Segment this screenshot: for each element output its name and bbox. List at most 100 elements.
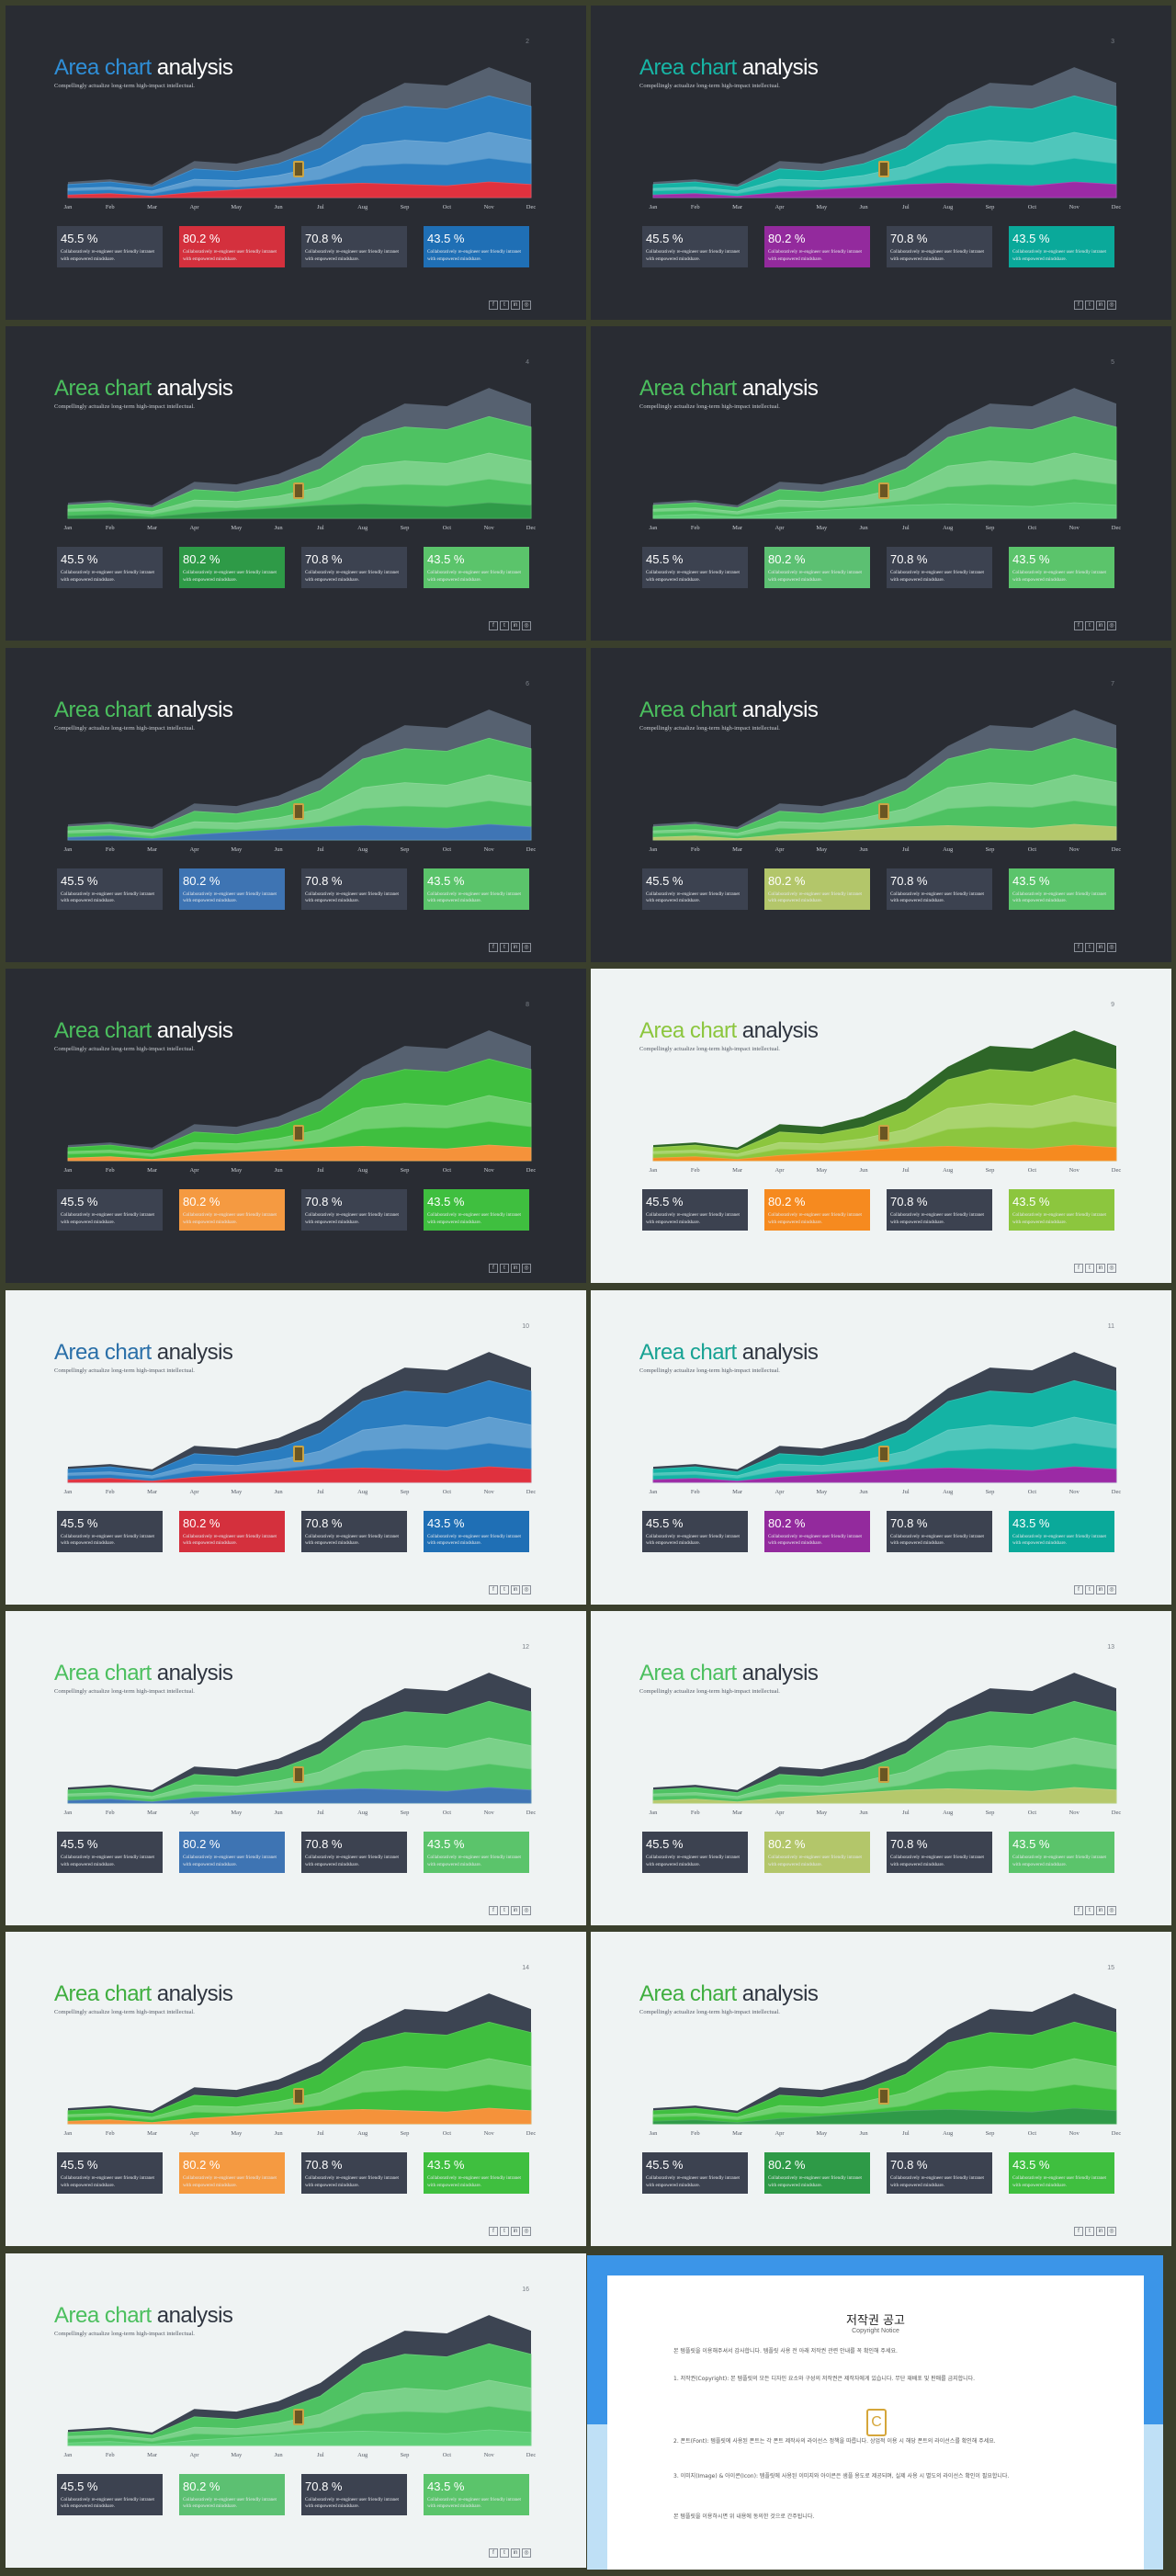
x-tick-label: Nov: [484, 1167, 495, 1174]
twitter-icon[interactable]: t: [1085, 621, 1094, 631]
facebook-icon[interactable]: f: [489, 942, 498, 952]
slide-subtitle: Compellingly actualize long-term high-im…: [639, 1367, 780, 1374]
facebook-icon[interactable]: f: [1074, 301, 1083, 310]
slide-thumbnail[interactable]: 10 Jan Feb Mar Apr May Jun Jul Aug Sep Oct Nov Dec Ar…: [6, 1289, 586, 1605]
page-number: 9: [1111, 1002, 1114, 1009]
instagram-icon[interactable]: ◎: [522, 1906, 531, 1915]
linkedin-icon[interactable]: in: [1096, 1264, 1105, 1274]
slide-title: Area chart analysis: [639, 1340, 819, 1366]
linkedin-icon[interactable]: in: [1096, 301, 1105, 310]
facebook-icon[interactable]: f: [1074, 2227, 1083, 2237]
facebook-icon[interactable]: f: [489, 621, 498, 631]
brand-logo-icon: [878, 482, 889, 499]
twitter-icon[interactable]: t: [1085, 1584, 1094, 1594]
facebook-icon[interactable]: f: [1074, 1906, 1083, 1915]
instagram-icon[interactable]: ◎: [1107, 2227, 1116, 2237]
twitter-icon[interactable]: t: [1085, 1906, 1094, 1915]
linkedin-icon[interactable]: in: [1096, 1906, 1105, 1915]
x-tick-label: Feb: [106, 525, 115, 531]
brand-logo-icon: [293, 161, 304, 178]
twitter-icon[interactable]: t: [1085, 942, 1094, 952]
linkedin-icon[interactable]: in: [511, 2227, 520, 2237]
facebook-icon[interactable]: f: [489, 301, 498, 310]
x-tick-label: Aug: [357, 2130, 368, 2137]
facebook-icon[interactable]: f: [489, 1584, 498, 1594]
stat-card: 43.5 % Collaboratively re-engineer user f…: [1009, 1189, 1114, 1231]
instagram-icon[interactable]: ◎: [522, 301, 531, 310]
x-tick-label: Dec: [1112, 846, 1122, 853]
slide-thumbnail[interactable]: 13 Jan Feb Mar Apr May Jun Jul Aug Sep Oct Nov Dec Ar…: [591, 1611, 1171, 1925]
x-tick-label: Feb: [106, 1489, 115, 1495]
slide-thumbnail[interactable]: 14 Jan Feb Mar Apr May Jun Jul Aug Sep Oct Nov Dec Ar…: [6, 1932, 586, 2247]
facebook-icon[interactable]: f: [1074, 621, 1083, 631]
linkedin-icon[interactable]: in: [511, 301, 520, 310]
twitter-icon[interactable]: t: [500, 1264, 509, 1274]
linkedin-icon[interactable]: in: [511, 1906, 520, 1915]
twitter-icon[interactable]: t: [500, 1906, 509, 1915]
x-tick-label: Jun: [275, 2130, 284, 2137]
stat-description: Collaboratively re-engineer user friendl…: [305, 1533, 399, 1547]
facebook-icon[interactable]: f: [1074, 1264, 1083, 1274]
instagram-icon[interactable]: ◎: [522, 1264, 531, 1274]
facebook-icon[interactable]: f: [489, 1906, 498, 1915]
linkedin-icon[interactable]: in: [511, 2548, 520, 2558]
slide-thumbnail[interactable]: 11 Jan Feb Mar Apr May Jun Jul Aug Sep Oct Nov Dec Ar…: [591, 1289, 1171, 1605]
title-accent: Area chart: [639, 697, 737, 722]
x-tick-label: Oct: [443, 1810, 452, 1816]
slide-thumbnail[interactable]: 3 Jan Feb Mar Apr May Jun Jul Aug Sep Oct Nov Dec Are…: [591, 6, 1171, 320]
twitter-icon[interactable]: t: [500, 301, 509, 310]
linkedin-icon[interactable]: in: [511, 1584, 520, 1594]
instagram-icon[interactable]: ◎: [1107, 621, 1116, 631]
instagram-icon[interactable]: ◎: [522, 942, 531, 952]
slide-thumbnail[interactable]: 16 Jan Feb Mar Apr May Jun Jul Aug Sep Oct Nov Dec Ar…: [6, 2253, 586, 2568]
facebook-icon[interactable]: f: [1074, 1584, 1083, 1594]
linkedin-icon[interactable]: in: [1096, 2227, 1105, 2237]
linkedin-icon[interactable]: in: [511, 942, 520, 952]
stat-value: 45.5 %: [646, 1195, 684, 1209]
linkedin-icon[interactable]: in: [1096, 621, 1105, 631]
slide-subtitle: Compellingly actualize long-term high-im…: [54, 2330, 195, 2337]
slide-thumbnail[interactable]: 5 Jan Feb Mar Apr May Jun Jul Aug Sep Oct Nov Dec Are…: [591, 326, 1171, 641]
twitter-icon[interactable]: t: [1085, 301, 1094, 310]
twitter-icon[interactable]: t: [500, 942, 509, 952]
twitter-icon[interactable]: t: [500, 2227, 509, 2237]
facebook-icon[interactable]: f: [1074, 942, 1083, 952]
slide-thumbnail[interactable]: 4 Jan Feb Mar Apr May Jun Jul Aug Sep Oct Nov Dec Are…: [6, 326, 586, 641]
slide-thumbnail[interactable]: 8 Jan Feb Mar Apr May Jun Jul Aug Sep Oct Nov Dec Are…: [6, 969, 586, 1284]
linkedin-icon[interactable]: in: [511, 621, 520, 631]
slide-thumbnail[interactable]: 15 Jan Feb Mar Apr May Jun Jul Aug Sep Oct Nov Dec Ar…: [591, 1932, 1171, 2247]
twitter-icon[interactable]: t: [500, 2548, 509, 2558]
twitter-icon[interactable]: t: [500, 621, 509, 631]
slide-thumbnail[interactable]: 6 Jan Feb Mar Apr May Jun Jul Aug Sep Oct Nov Dec Are…: [6, 647, 586, 962]
slide-thumbnail[interactable]: 12 Jan Feb Mar Apr May Jun Jul Aug Sep Oct Nov Dec Ar…: [6, 1611, 586, 1925]
instagram-icon[interactable]: ◎: [1107, 1584, 1116, 1594]
linkedin-icon[interactable]: in: [1096, 942, 1105, 952]
slide-thumbnail[interactable]: 7 Jan Feb Mar Apr May Jun Jul Aug Sep Oct Nov Dec Are…: [591, 647, 1171, 962]
linkedin-icon[interactable]: in: [1096, 1584, 1105, 1594]
instagram-icon[interactable]: ◎: [1107, 301, 1116, 310]
instagram-icon[interactable]: ◎: [522, 2227, 531, 2237]
x-tick-label: Jul: [902, 1810, 910, 1816]
stat-value: 45.5 %: [61, 232, 98, 245]
slide-thumbnail[interactable]: 9 Jan Feb Mar Apr May Jun Jul Aug Sep Oct Nov Dec Are…: [591, 969, 1171, 1284]
facebook-icon[interactable]: f: [489, 2227, 498, 2237]
slide-thumbnail[interactable]: 2 Jan Feb Mar Apr May Jun Jul Aug Sep Oct Nov Dec Are…: [6, 6, 586, 320]
facebook-icon[interactable]: f: [489, 2548, 498, 2558]
facebook-icon[interactable]: f: [489, 1264, 498, 1274]
linkedin-icon[interactable]: in: [511, 1264, 520, 1274]
title-accent: Area chart: [54, 55, 152, 80]
instagram-icon[interactable]: ◎: [1107, 942, 1116, 952]
twitter-icon[interactable]: t: [1085, 2227, 1094, 2237]
twitter-icon[interactable]: t: [500, 1584, 509, 1594]
twitter-icon[interactable]: t: [1085, 1264, 1094, 1274]
slide-title: Area chart analysis: [54, 1018, 233, 1044]
x-tick-label: Apr: [189, 846, 199, 853]
area-chart: Jan Feb Mar Apr May Jun Jul Aug Sep Oct Nov Dec: [64, 2314, 536, 2458]
instagram-icon[interactable]: ◎: [1107, 1264, 1116, 1274]
instagram-icon[interactable]: ◎: [522, 621, 531, 631]
instagram-icon[interactable]: ◎: [1107, 1906, 1116, 1915]
instagram-icon[interactable]: ◎: [522, 2548, 531, 2558]
instagram-icon[interactable]: ◎: [522, 1584, 531, 1594]
copyright-notice-slide[interactable]: 저작권 공고 Copyright Notice 본 템플릿을 이용해주셔서 감사…: [587, 2255, 1163, 2570]
notice-paragraph: 본 템플릿을 이용해주셔서 감사합니다. 템플릿 사용 전 아래 저작권 관련 …: [673, 2348, 898, 2355]
